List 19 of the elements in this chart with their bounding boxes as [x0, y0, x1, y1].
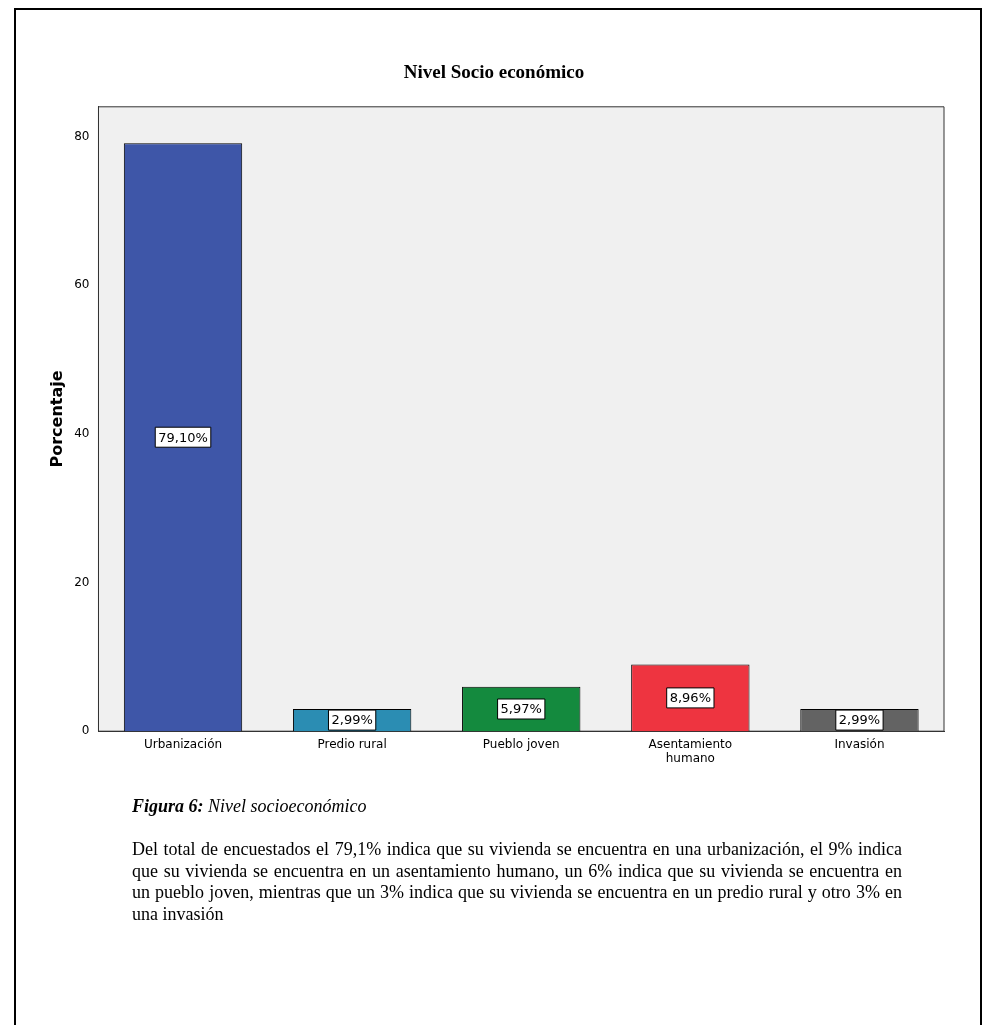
- x-tick-label: Urbanización: [143, 736, 223, 751]
- data-label: 5,97%: [500, 701, 542, 717]
- x-tick-label: Asentamiento humano: [648, 736, 733, 765]
- y-tick-label: 80: [74, 128, 90, 143]
- data-label: 2,99%: [331, 712, 373, 728]
- x-tick-label: Predio rural: [317, 736, 387, 751]
- chart-title: Nivel Socio económico: [403, 61, 585, 83]
- text: Figura 6: Nivel socioeconómico: [132, 796, 368, 817]
- data-label: 2,99%: [838, 712, 881, 728]
- data-label: 79,10%: [158, 429, 208, 445]
- x-tick-label: Pueblo joven: [482, 736, 560, 751]
- text: Del total de encuestados el 79,1% indica que su vivienda se encuentra en una urbanización, el 9% indica que su vivienda se encuentra en un asentamiento humano, un 6% indica que su vivienda se encuentra en un pueblo joven, mientras que un 3% indica que su vivienda se encuentra en un predio rural y otro 3% en una invasión: [132, 839, 902, 926]
- x-tick-label: Invasión: [834, 736, 885, 751]
- y-tick-label: 0: [81, 723, 90, 738]
- data-label: 8,96%: [669, 690, 711, 706]
- y-tick-label: 60: [74, 277, 90, 292]
- y-tick-label: 20: [74, 574, 90, 589]
- y-tick-label: 40: [74, 425, 90, 440]
- y-axis-title: Porcentaje: [46, 370, 66, 468]
